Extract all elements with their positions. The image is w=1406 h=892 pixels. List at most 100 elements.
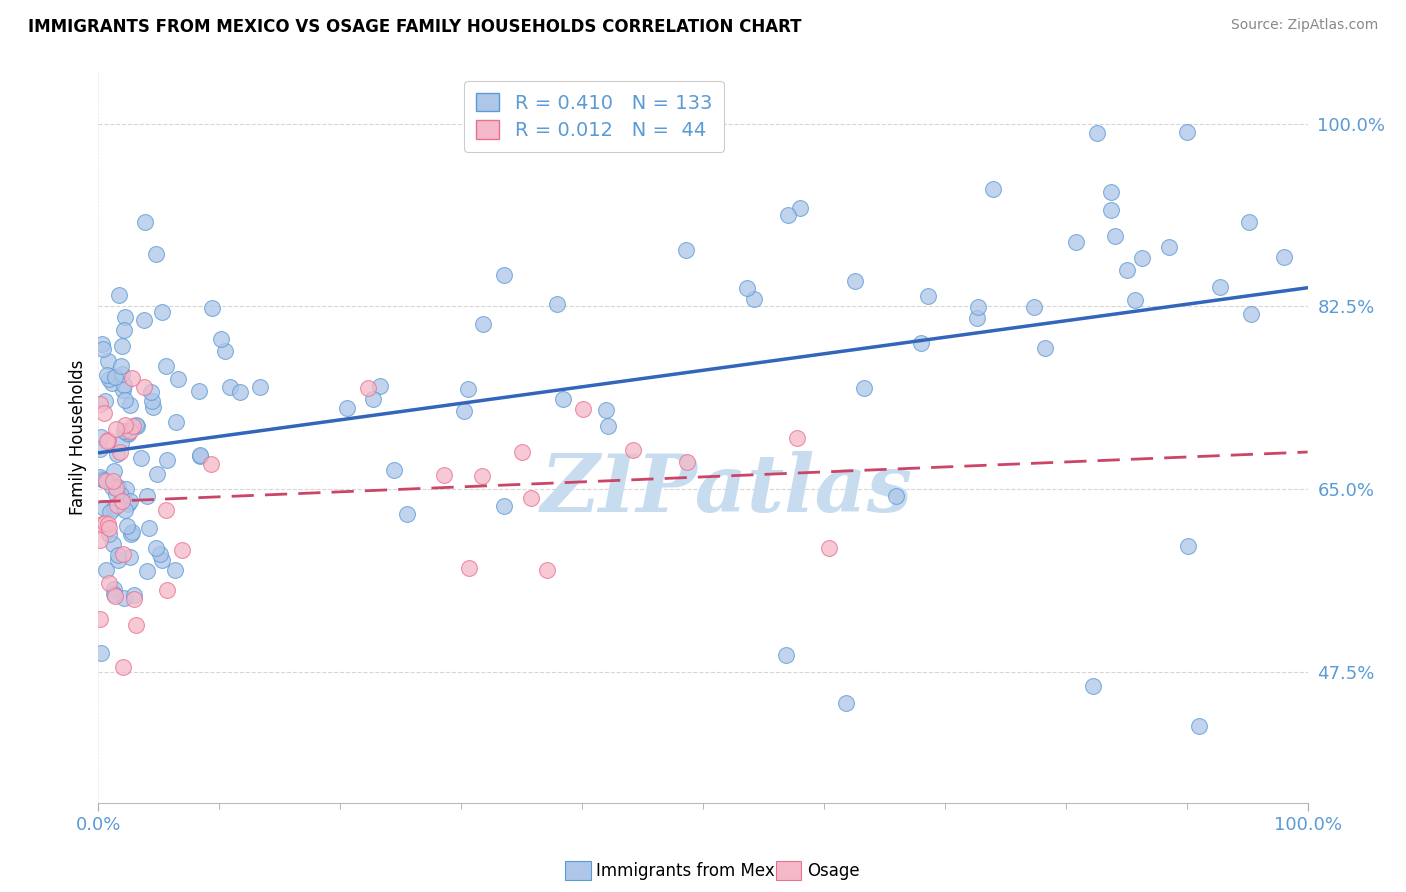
Point <box>336 401 359 415</box>
Point <box>789 202 811 216</box>
Point <box>1081 679 1104 693</box>
Point <box>1099 185 1122 199</box>
Point <box>93 406 115 420</box>
Point <box>105 487 128 501</box>
Point <box>775 648 797 662</box>
Point <box>118 494 141 508</box>
Point <box>103 474 125 488</box>
Point <box>818 541 841 556</box>
Point <box>124 618 146 632</box>
Point <box>219 379 242 393</box>
Point <box>1237 215 1260 229</box>
Point <box>112 323 135 337</box>
Point <box>165 563 187 577</box>
Point <box>155 359 177 373</box>
Point <box>105 447 128 461</box>
Point <box>214 343 236 358</box>
Point <box>93 473 115 487</box>
Point <box>121 418 143 433</box>
Point <box>115 425 138 440</box>
Point <box>510 445 533 459</box>
Point <box>121 524 143 539</box>
Text: IMMIGRANTS FROM MEXICO VS OSAGE FAMILY HOUSEHOLDS CORRELATION CHART: IMMIGRANTS FROM MEXICO VS OSAGE FAMILY H… <box>28 18 801 36</box>
Point <box>104 589 127 603</box>
Point <box>1123 293 1146 307</box>
Point <box>117 497 139 511</box>
Point <box>114 503 136 517</box>
Point <box>966 311 988 326</box>
Point <box>98 527 121 541</box>
Point <box>108 445 131 459</box>
Point <box>134 380 156 394</box>
Point <box>834 696 856 710</box>
Point <box>188 448 211 462</box>
Point <box>188 450 211 464</box>
Point <box>141 394 163 409</box>
Point <box>453 403 475 417</box>
Point <box>571 402 593 417</box>
Point <box>105 498 128 512</box>
Point <box>129 450 152 465</box>
Point <box>546 296 568 310</box>
Point <box>621 443 644 458</box>
Point <box>90 337 112 351</box>
Point <box>201 301 224 316</box>
Point <box>357 381 380 395</box>
Point <box>145 247 167 261</box>
Point <box>103 587 125 601</box>
Point <box>104 370 127 384</box>
Point <box>742 292 765 306</box>
Point <box>494 499 516 513</box>
Point <box>1240 307 1263 321</box>
Y-axis label: Family Households: Family Households <box>69 359 87 515</box>
Point <box>396 507 419 521</box>
Point <box>150 304 173 318</box>
Point <box>917 289 939 303</box>
Point <box>156 582 179 597</box>
Text: Source: ZipAtlas.com: Source: ZipAtlas.com <box>1230 18 1378 32</box>
Point <box>112 547 135 561</box>
Point <box>125 417 148 432</box>
Point <box>361 392 384 406</box>
Point <box>1187 719 1209 733</box>
Point <box>97 576 120 591</box>
Point <box>107 287 129 301</box>
Point <box>124 589 146 603</box>
Point <box>187 384 209 398</box>
Point <box>553 392 575 407</box>
Point <box>104 422 127 436</box>
Point <box>90 472 112 486</box>
Point <box>89 442 111 457</box>
Point <box>142 401 165 415</box>
Point <box>111 339 134 353</box>
Point <box>103 464 125 478</box>
Point <box>97 372 120 386</box>
Point <box>127 418 149 433</box>
Point <box>1022 300 1045 314</box>
Point <box>93 501 115 516</box>
Point <box>382 463 405 477</box>
Point <box>520 491 543 506</box>
Point <box>114 392 136 407</box>
Point <box>118 549 141 564</box>
Point <box>1209 280 1232 294</box>
Point <box>165 415 187 429</box>
Point <box>89 611 111 625</box>
Point <box>471 317 494 331</box>
Text: ZIPatlas: ZIPatlas <box>541 450 914 528</box>
Point <box>1175 125 1198 139</box>
Point <box>1104 229 1126 244</box>
Point <box>492 268 515 282</box>
Point <box>96 368 118 382</box>
Point <box>156 453 179 467</box>
Point <box>93 393 115 408</box>
Point <box>596 418 619 433</box>
Point <box>778 208 800 222</box>
Point <box>138 521 160 535</box>
Point <box>111 383 134 397</box>
Point <box>107 549 129 563</box>
Point <box>111 660 134 674</box>
Point <box>97 516 120 531</box>
Point <box>97 354 120 368</box>
Point <box>114 417 136 432</box>
